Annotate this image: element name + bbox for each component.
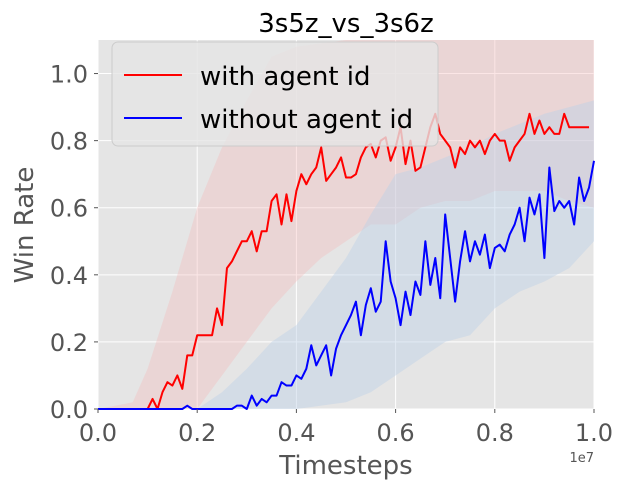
legend-label-without-agent-id: without agent id (200, 105, 413, 135)
y-tick-label: 0.4 (50, 262, 88, 290)
x-tick-label: 0.8 (476, 419, 514, 447)
confidence-band-1 (98, 100, 594, 409)
y-tick-label: 0.6 (50, 195, 88, 223)
legend-label-with-agent-id: with agent id (200, 62, 371, 92)
y-axis-label: Win Rate (10, 167, 40, 284)
x-axis-offset-label: 1e7 (569, 451, 594, 466)
y-tick-label: 0.0 (50, 396, 88, 424)
legend: with agent id without agent id (111, 41, 439, 147)
legend-box (111, 41, 439, 147)
x-tick-label: 0.4 (277, 419, 315, 447)
series-line-1 (98, 160, 595, 410)
x-axis-ticks: 0.0 0.2 0.4 0.6 0.8 1.0 (79, 409, 613, 447)
y-tick-label: 0.2 (50, 329, 88, 357)
series-lines (98, 112, 595, 410)
x-tick-label: 1.0 (575, 419, 613, 447)
x-axis-label: Timesteps (278, 451, 412, 481)
chart-title: 3s5z_vs_3s6z (258, 9, 434, 39)
y-tick-label: 0.8 (50, 128, 88, 156)
x-tick-label: 0.2 (178, 419, 216, 447)
series-line-0 (98, 112, 590, 410)
y-tick-label: 1.0 (50, 61, 88, 89)
x-tick-label: 0.0 (79, 419, 117, 447)
y-axis-ticks: 0.0 0.2 0.4 0.6 0.8 1.0 (50, 61, 98, 424)
x-tick-label: 0.6 (377, 419, 415, 447)
